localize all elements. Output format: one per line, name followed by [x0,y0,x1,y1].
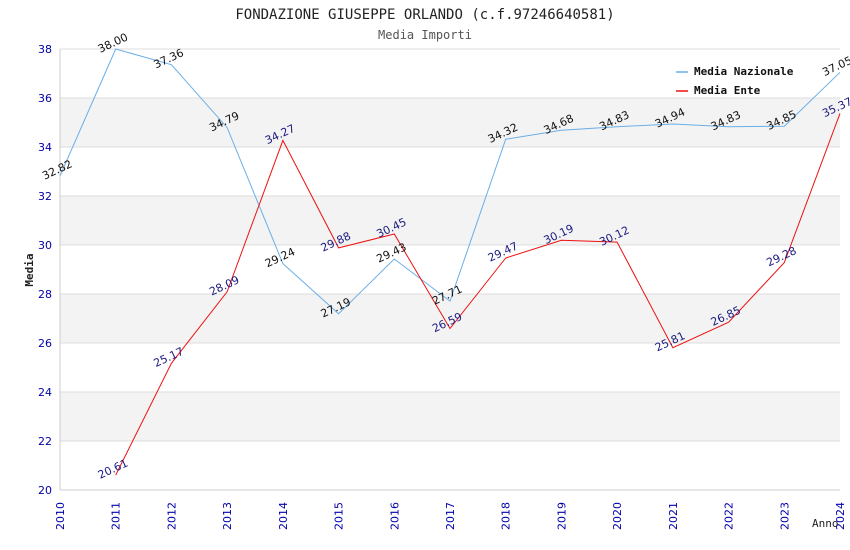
y-tick-label: 34 [38,141,52,154]
legend-label-media-ente: Media Ente [694,84,761,97]
x-tick-label: 2016 [388,502,401,530]
y-tick-label: 28 [38,288,52,301]
data-label: 37.05 [820,54,850,79]
legend: Media Nazionale Media Ente [676,65,794,97]
x-tick-label: 2019 [555,502,568,530]
x-tick-label: 2024 [834,502,847,530]
y-tick-label: 32 [38,190,52,203]
y-axis-label: Media [23,253,36,286]
y-tick-label: 22 [38,435,52,448]
x-tick-label: 2012 [165,502,178,530]
x-tick-label: 2023 [778,502,791,530]
x-tick-label: 2013 [221,502,234,530]
y-tick-label: 26 [38,337,52,350]
x-tick-label: 2010 [54,502,67,530]
x-tick-label: 2018 [500,502,513,530]
y-tick-labels: 20 22 24 26 28 30 32 34 36 38 [38,43,52,497]
data-label: 20.61 [96,457,130,482]
grid-lines [60,48,840,491]
legend-label-media-nazionale: Media Nazionale [694,65,794,78]
series-lines [59,48,841,476]
series-line-media-nazionale [59,48,841,315]
x-tick-label: 2017 [444,502,457,530]
y-tick-label: 36 [38,92,52,105]
grid-band [60,294,840,343]
x-tick-label: 2014 [277,502,290,530]
y-tick-label: 30 [38,239,52,252]
x-tick-label: 2021 [667,502,680,530]
data-label: 29.24 [263,245,297,270]
y-tick-label: 24 [38,386,52,399]
background-bands [60,98,840,441]
x-tick-labels: 2010 2011 2012 2013 2014 2015 2016 2017 2018 2019… [54,502,847,530]
x-tick-label: 2020 [611,502,624,530]
grid-band [60,98,840,147]
x-tick-label: 2011 [110,502,123,530]
data-label: 25.17 [152,345,186,370]
chart-subtitle: Media Importi [378,28,472,42]
grid-band [60,392,840,441]
data-label: 37.36 [152,46,186,71]
y-tick-label: 20 [38,484,52,497]
series-line-media-ente [115,113,841,476]
y-tick-label: 38 [38,43,52,56]
x-tick-label: 2015 [333,502,346,530]
data-label: 32.82 [40,157,74,182]
x-tick-label: 2022 [723,502,736,530]
grid-band [60,196,840,245]
x-axis-label: Anno [812,517,839,530]
chart-title: FONDAZIONE GIUSEPPE ORLANDO (c.f.9724664… [235,7,614,23]
